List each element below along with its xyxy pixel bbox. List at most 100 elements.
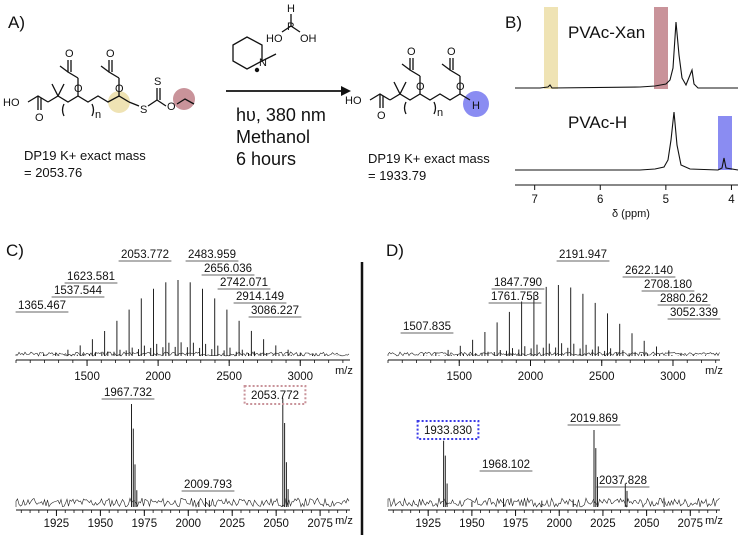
nmr-trace-xan <box>515 21 738 89</box>
ms-peak-label: 2053.772 <box>121 249 169 261</box>
ms-peak-label: 1968.102 <box>482 459 530 471</box>
ms-x-tick-label: 1925 <box>415 518 441 530</box>
ms-x-tick-label: 2075 <box>677 518 703 530</box>
reagent-atoms: H P HO OH N <box>259 3 317 69</box>
ms-peak-label: 2880.262 <box>660 293 708 305</box>
product-highlight-blue <box>463 91 489 117</box>
ms-x-axis-label: m/z <box>705 365 723 377</box>
ms-x-tick-label: 1500 <box>74 371 100 383</box>
ms-x-tick-label: 2075 <box>307 518 333 530</box>
condition-light: hυ, 380 nm <box>236 105 326 125</box>
product-atoms: HO O n O O O O H <box>345 46 480 122</box>
nmr-x-tick-label: 4 <box>728 194 735 206</box>
ms-x-tick-label: 1925 <box>44 518 70 530</box>
reagent-atom-oh: OH <box>300 33 317 45</box>
ms-peak-label: 2483.959 <box>188 249 236 261</box>
ms-peak-label: 1967.732 <box>104 387 152 399</box>
ms-x-tick-label: 2050 <box>634 518 660 530</box>
nmr-x-tick-label: 6 <box>597 194 603 206</box>
ms-baseline-noise <box>15 351 350 357</box>
condition-solvent: Methanol <box>236 127 310 147</box>
ms-peak-label-box <box>243 385 307 405</box>
reactant-mass-line2: = 2053.76 <box>24 165 82 180</box>
ms-x-tick-label: 2500 <box>216 371 242 383</box>
product-atom-ho: HO <box>345 95 362 107</box>
nmr-trace-label-xan: PVAc-Xan <box>568 23 645 42</box>
nmr-trace-label-h: PVAc-H <box>568 113 627 132</box>
ms-x-tick-label: 2000 <box>546 518 572 530</box>
reactant-atom-o2: O <box>65 48 74 60</box>
ms-peak-label: 1623.581 <box>67 271 115 283</box>
ms-x-tick-label: 2000 <box>175 518 201 530</box>
ms-x-tick-label: 2000 <box>518 371 544 383</box>
ms-baseline-noise <box>15 497 350 508</box>
ms-peak-label: 2742.071 <box>220 277 268 289</box>
reactant-atom-ho: HO <box>3 97 20 109</box>
ms-x-tick-label: 1500 <box>446 371 472 383</box>
product-atom-o-acid: O <box>377 110 386 122</box>
product-atom-n: n <box>437 107 443 119</box>
nmr-x-ticks: 7 6 5 4 <box>531 185 735 206</box>
ms-peak-label-box <box>416 420 480 440</box>
nmr-x-tick-label: 5 <box>663 194 669 206</box>
ms-x-tick-label: 1950 <box>88 518 114 530</box>
ms-peak-label: 2019.869 <box>570 413 618 425</box>
ms-peak-label: 1933.830 <box>424 425 472 437</box>
ms-peak-label: 2053.772 <box>251 390 299 402</box>
product-atom-h: H <box>472 100 480 112</box>
ms-x-tick-label: 2050 <box>263 518 289 530</box>
ms-peak-label: 1537.544 <box>54 285 103 297</box>
reagent-structure <box>232 14 301 70</box>
ms-x-tick-label: 1975 <box>132 518 158 530</box>
reactant-structure <box>27 60 195 117</box>
nmr-x-tick-label: 7 <box>531 194 537 206</box>
product-atom-o1: O <box>416 81 425 93</box>
ms-x-axis-label: m/z <box>335 365 353 377</box>
ms-x-axis-label: m/z <box>335 515 353 527</box>
ms-x-tick-label: 3000 <box>287 371 313 383</box>
ms-peak-label: 3052.339 <box>670 307 718 319</box>
reagent-atom-n: N <box>259 57 267 69</box>
reaction-arrow-head <box>341 86 351 96</box>
ms-spectrum-d-top: 1500 2000 2500 3000 m/z 1507.835 1761.753 1847.… <box>387 249 723 383</box>
reactant-atom-o1: O <box>74 83 83 95</box>
reagent-radical-dot <box>254 67 260 73</box>
reactant-atom-n: n <box>95 109 101 121</box>
nmr-trace-h <box>515 111 739 171</box>
reactant-highlight-yellow <box>108 91 130 113</box>
ms-peak-label: 1365.467 <box>18 300 66 312</box>
ms-peak-label: 2009.793 <box>184 479 232 491</box>
panel-c-letter: C) <box>6 241 24 260</box>
reagent-atom-ho: HO <box>266 33 283 45</box>
ms-peak-label: 1761.753 <box>491 291 539 303</box>
reactant-atoms: HO O n O O O O S S O <box>3 48 176 124</box>
ms-x-tick-label: 2500 <box>589 371 615 383</box>
ms-x-tick-label: 1950 <box>459 518 485 530</box>
ms-spectrum-d-bottom: 1925 1950 1975 2000 2025 2050 2075 m/z 1933.830 1… <box>387 413 723 530</box>
reactant-atom-s1: S <box>140 104 147 116</box>
reactant-atom-s2: S <box>154 76 161 88</box>
reactant-mass-line1: DP19 K+ exact mass <box>24 148 146 163</box>
ms-peak-label: 3086.227 <box>251 305 299 317</box>
product-atom-o3: O <box>456 81 465 93</box>
ms-x-tick-label: 2025 <box>590 518 616 530</box>
reactant-atom-o4: O <box>106 48 115 60</box>
ms-x-tick-label: 3000 <box>660 371 686 383</box>
ms-peak-label: 2622.140 <box>625 265 673 277</box>
ms-peak-label: 2656.036 <box>204 263 252 275</box>
panel-b: B) PVAc-Xan PVAc-H 7 6 5 4 δ (ppm) <box>505 7 739 220</box>
ms-peak-label: 2708.180 <box>644 279 692 291</box>
ms-peak-label: 2914.149 <box>236 291 284 303</box>
reactant-atom-o5: O <box>167 101 176 113</box>
reactant-atom-o-acid: O <box>35 112 44 124</box>
nmr-band-yellow <box>544 7 558 89</box>
ms-peak-label: 1847.790 <box>494 277 542 289</box>
panel-a: A) HO <box>3 3 490 183</box>
ms-x-tick-label: 2000 <box>145 371 171 383</box>
ms-baseline-noise <box>387 497 720 508</box>
product-mass-line2: = 1933.79 <box>368 168 426 183</box>
ms-x-tick-label: 2025 <box>219 518 245 530</box>
ms-peak-label: 2037.828 <box>599 475 647 487</box>
product-structure <box>369 58 471 115</box>
